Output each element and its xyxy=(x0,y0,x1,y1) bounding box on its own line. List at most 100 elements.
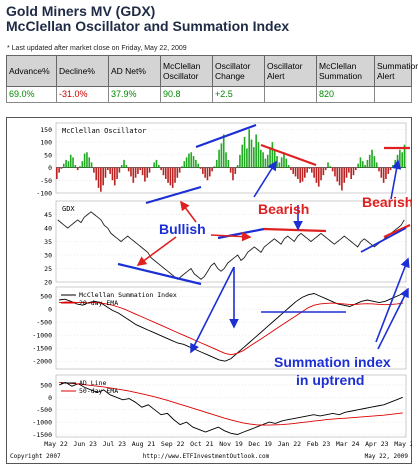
y-tick-label: -1500 xyxy=(32,431,52,439)
x-tick-label: Mar 24 xyxy=(336,440,360,448)
oscillator-bar xyxy=(278,162,281,168)
legend-label-primary: McClellan Summation Index xyxy=(79,291,177,299)
y-tick-label: -500 xyxy=(36,319,52,327)
annotation-bullish-arrow-down xyxy=(136,236,177,266)
oscillator-bar xyxy=(359,157,362,168)
oscillator-bar xyxy=(116,167,118,179)
oscillator-bar xyxy=(134,167,137,178)
oscillator-bar xyxy=(176,167,179,178)
oscillator-bar xyxy=(241,144,244,168)
oscillator-bar xyxy=(202,167,204,174)
footer-copyright: Copyright 2007 xyxy=(10,453,61,460)
footer-url: http://www.ETFInvestmentOutlook.com xyxy=(143,453,270,460)
annotation-price-uptrend-line xyxy=(360,227,407,253)
oscillator-bar xyxy=(257,142,260,168)
oscillator-bar xyxy=(174,167,176,183)
oscillator-bar xyxy=(60,167,63,169)
oscillator-bar xyxy=(392,165,394,168)
oscillator-bar xyxy=(225,152,227,168)
oscillator-bar xyxy=(385,167,387,179)
summation-ema-line xyxy=(58,301,404,356)
y-tick-label: 0 xyxy=(48,164,52,172)
oscillator-bar xyxy=(262,152,264,168)
oscillator-bar xyxy=(164,167,167,179)
annotation-bearish-2: Bearish xyxy=(362,194,412,210)
oscillator-bar xyxy=(387,167,390,174)
oscillator-bar xyxy=(127,167,130,172)
oscillator-bar xyxy=(313,167,315,178)
legend-label-ema: 50-day EMA xyxy=(79,387,118,395)
oscillator-bar xyxy=(304,167,306,178)
oscillator-bar xyxy=(357,163,359,168)
stats-table: Advance% Decline% AD Net% McClellan Osci… xyxy=(6,55,418,103)
oscillator-bar xyxy=(280,157,283,168)
value-advance: 69.0% xyxy=(6,86,57,103)
y-tick-label: 500 xyxy=(40,293,52,301)
oscillator-bar xyxy=(308,167,311,169)
oscillator-bar xyxy=(95,167,98,181)
value-summation-alert xyxy=(374,86,412,103)
header-oscillator-change: Oscillator Change xyxy=(212,55,265,87)
oscillator-bar xyxy=(266,154,269,168)
y-tick-label: 100 xyxy=(40,139,52,147)
oscillator-bar xyxy=(195,159,197,168)
oscillator-bar xyxy=(322,167,325,176)
oscillator-bar xyxy=(65,159,67,168)
annotation-price-low-line xyxy=(117,262,202,286)
annotation-osc-low-line xyxy=(145,185,202,205)
oscillator-bar xyxy=(329,166,332,168)
oscillator-bar xyxy=(248,129,251,168)
oscillator-bar xyxy=(181,166,183,168)
oscillator-bar xyxy=(334,167,336,177)
oscillator-bar xyxy=(123,159,125,168)
oscillator-bar xyxy=(160,167,162,171)
oscillator-bar xyxy=(218,149,220,168)
oscillator-bar xyxy=(74,165,77,168)
oscillator-bar xyxy=(239,154,241,168)
oscillator-bar xyxy=(366,159,369,168)
oscillator-bar xyxy=(192,156,195,168)
oscillator-bar xyxy=(276,156,278,168)
x-tick-label: Feb 23 xyxy=(307,440,331,448)
oscillator-bar xyxy=(246,148,248,168)
y-tick-label: -2000 xyxy=(32,358,52,366)
oscillator-bar xyxy=(361,161,364,168)
oscillator-bar xyxy=(259,149,262,168)
oscillator-bar xyxy=(113,167,116,186)
y-tick-label: 0 xyxy=(48,394,52,402)
y-tick-label: 25 xyxy=(44,265,52,273)
oscillator-bar xyxy=(341,167,343,191)
oscillator-bar xyxy=(188,153,190,168)
oscillator-bar xyxy=(394,159,397,168)
annotation-bullish-arrow-right xyxy=(210,231,252,242)
oscillator-bar xyxy=(364,165,366,168)
x-tick-label: Oct 21 xyxy=(190,440,214,448)
oscillator-bar xyxy=(324,167,327,171)
oscillator-bar xyxy=(306,167,308,173)
oscillator-bar xyxy=(199,167,202,169)
page-title: Gold Miners MV (GDX) xyxy=(6,3,156,19)
header-advance: Advance% xyxy=(6,55,57,87)
oscillator-bar xyxy=(132,167,135,183)
oscillator-bar xyxy=(204,167,206,178)
oscillator-bar xyxy=(97,167,100,188)
x-tick-label: Jun 23 xyxy=(73,440,97,448)
annotation-price-bear-line-2 xyxy=(383,224,411,238)
y-tick-label: -500 xyxy=(36,406,52,414)
oscillator-bar xyxy=(301,167,304,182)
x-tick-label: Dec 19 xyxy=(248,440,272,448)
oscillator-bar xyxy=(253,147,255,168)
y-tick-label: 40 xyxy=(44,225,52,233)
oscillator-bar xyxy=(350,167,352,179)
oscillator-bar xyxy=(118,167,121,173)
oscillator-bar xyxy=(389,167,392,171)
oscillator-bar xyxy=(382,167,385,183)
oscillator-bar xyxy=(285,158,288,168)
header-summation-alert: Summation Alert xyxy=(374,55,418,87)
x-tick-label: Nov 19 xyxy=(219,440,243,448)
oscillator-bar xyxy=(297,167,299,179)
oscillator-bar xyxy=(146,167,149,178)
oscillator-bar xyxy=(264,158,267,168)
y-tick-label: -100 xyxy=(36,190,52,198)
header-oscillator-alert: Oscillator Alert xyxy=(264,55,317,87)
